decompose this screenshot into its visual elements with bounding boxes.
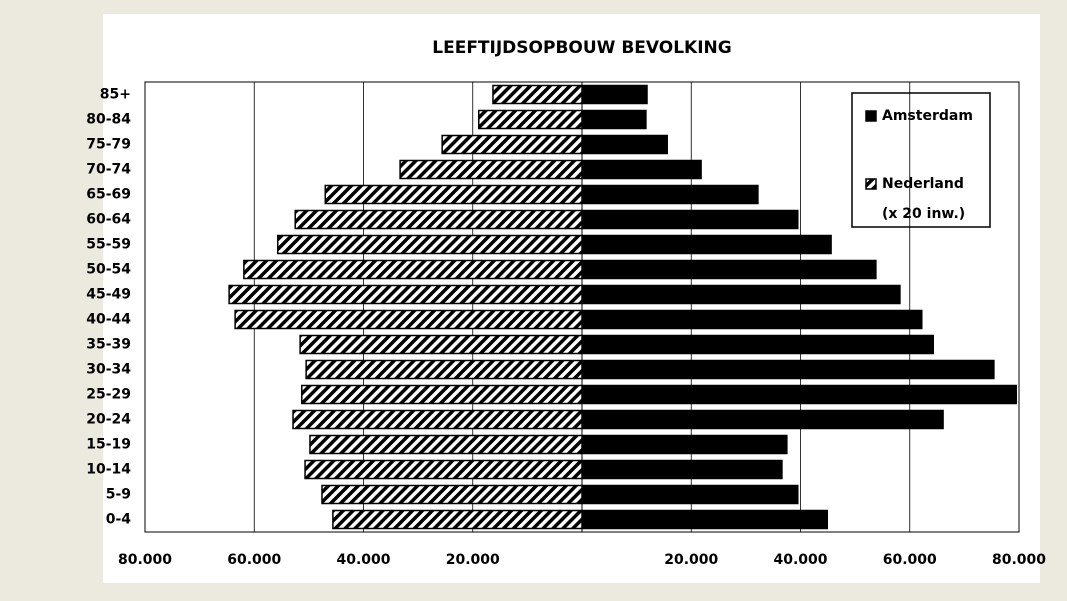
y-tick-label: 30-34 xyxy=(86,362,131,378)
bar xyxy=(581,384,1018,405)
y-tick-label: 10-14 xyxy=(86,462,131,478)
y-tick-label: 40-44 xyxy=(86,312,131,328)
bar xyxy=(581,209,799,230)
x-tick-label: 80.000 xyxy=(992,552,1046,568)
bar xyxy=(304,459,583,480)
bar xyxy=(441,134,583,155)
y-tick-label: 60-64 xyxy=(86,212,131,228)
bar xyxy=(581,434,788,455)
bar xyxy=(309,434,583,455)
x-tick-label: 20.000 xyxy=(664,552,718,568)
bar xyxy=(581,334,934,355)
x-tick-label: 60.000 xyxy=(227,552,281,568)
bar xyxy=(581,409,944,430)
y-tick-label: 70-74 xyxy=(86,162,131,178)
legend-label: Amsterdam xyxy=(882,108,973,124)
legend-swatch xyxy=(865,110,877,122)
bar xyxy=(478,109,583,130)
bar xyxy=(581,484,799,505)
y-tick-label: 80-84 xyxy=(86,112,131,128)
bar xyxy=(581,509,829,530)
y-tick-label: 85+ xyxy=(100,87,131,103)
x-tick-label: 80.000 xyxy=(118,552,172,568)
bar xyxy=(228,284,583,305)
y-tick-label: 50-54 xyxy=(86,262,131,278)
bar xyxy=(276,234,583,255)
bar xyxy=(399,159,583,180)
bar xyxy=(301,384,583,405)
x-tick-label: 60.000 xyxy=(883,552,937,568)
legend-swatch xyxy=(865,178,877,190)
bar xyxy=(292,409,583,430)
bar xyxy=(581,84,648,105)
bar xyxy=(581,359,995,380)
y-tick-label: 15-19 xyxy=(86,437,131,453)
bar xyxy=(581,109,647,130)
bar xyxy=(492,84,583,105)
y-tick-label: 45-49 xyxy=(86,287,131,303)
y-tick-label: 5-9 xyxy=(106,487,131,503)
y-tick-label: 25-29 xyxy=(86,387,131,403)
bar xyxy=(581,309,923,330)
bar xyxy=(299,334,583,355)
y-tick-label: 35-39 xyxy=(86,337,131,353)
bar xyxy=(581,234,832,255)
legend: Amsterdam Nederland (x 20 inw.) xyxy=(851,92,991,228)
bar xyxy=(581,459,783,480)
y-tick-label: 75-79 xyxy=(86,137,131,153)
x-tick-label: 40.000 xyxy=(336,552,390,568)
y-tick-label: 0-4 xyxy=(106,512,132,528)
bar xyxy=(581,284,901,305)
bar xyxy=(321,484,583,505)
bar xyxy=(581,184,759,205)
chart-title: LEEFTIJDSOPBOUW BEVOLKING xyxy=(432,38,731,58)
x-tick-label: 40.000 xyxy=(773,552,827,568)
bar xyxy=(324,184,583,205)
y-tick-label: 55-59 xyxy=(86,237,131,253)
x-tick-label: 20.000 xyxy=(446,552,500,568)
legend-label: Nederland xyxy=(882,176,964,192)
bar xyxy=(243,259,583,280)
bar xyxy=(581,259,877,280)
bar xyxy=(305,359,583,380)
bar xyxy=(234,309,583,330)
y-tick-label: 65-69 xyxy=(86,187,131,203)
bar xyxy=(332,509,583,530)
bar xyxy=(581,159,702,180)
bar xyxy=(581,134,668,155)
y-tick-label: 20-24 xyxy=(86,412,131,428)
bar xyxy=(294,209,583,230)
legend-note: (x 20 inw.) xyxy=(882,206,965,222)
